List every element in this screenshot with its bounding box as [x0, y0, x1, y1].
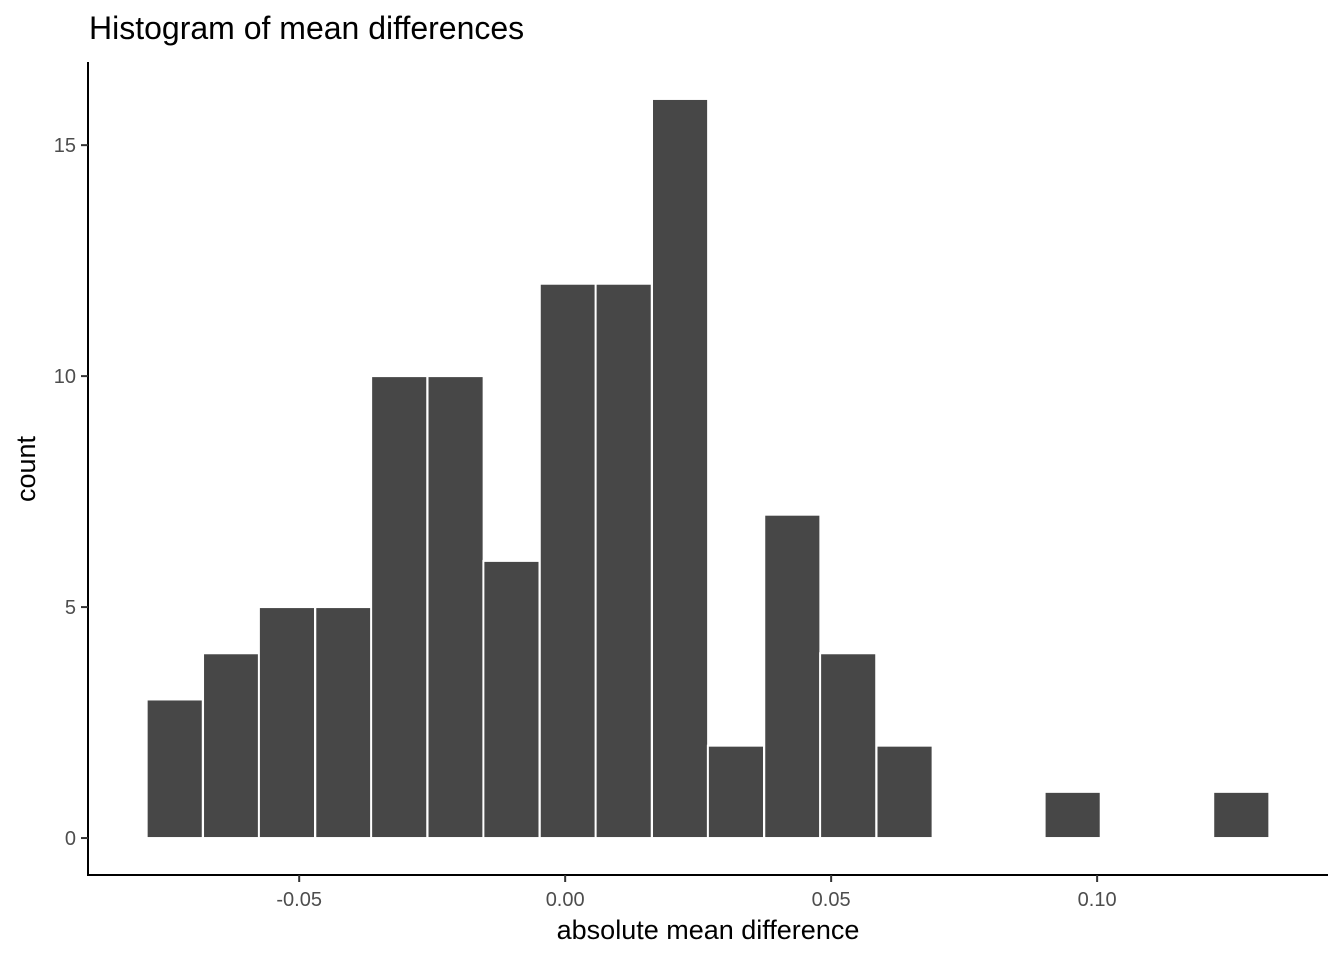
chart-title: Histogram of mean differences	[89, 10, 524, 46]
y-tick-label: 15	[54, 135, 76, 157]
x-axis-title: absolute mean difference	[557, 915, 860, 945]
histogram-bar	[1212, 790, 1271, 840]
histogram-bar	[706, 744, 765, 840]
y-tick-label: 5	[65, 597, 76, 619]
histogram-bar	[1043, 790, 1102, 840]
y-axis-title: count	[11, 435, 41, 502]
x-tick-label: 0.10	[1078, 889, 1117, 911]
histogram-bar	[651, 97, 710, 840]
histogram-bar	[370, 375, 429, 840]
histogram-bar	[257, 606, 317, 840]
y-ticks-group: 0 5 10 15	[54, 135, 88, 850]
histogram-bar	[314, 606, 373, 840]
x-tick-label: 0.05	[812, 889, 851, 911]
histogram-bar	[538, 282, 597, 840]
histogram-bar	[482, 559, 541, 840]
x-tick-label: 0.00	[546, 889, 585, 911]
histogram-bar	[594, 282, 653, 840]
histogram-bar	[202, 652, 261, 840]
histogram-bar	[763, 513, 822, 840]
histogram-bar	[145, 698, 204, 840]
bars-group	[145, 97, 1271, 840]
histogram-bar	[819, 652, 878, 840]
x-tick-label: -0.05	[276, 889, 322, 911]
y-tick-label: 0	[65, 828, 76, 850]
x-ticks-group: -0.05 0.00 0.05 0.10	[276, 875, 1117, 911]
histogram-bar	[426, 375, 485, 840]
y-tick-label: 10	[54, 366, 76, 388]
histogram-bar	[875, 744, 934, 840]
